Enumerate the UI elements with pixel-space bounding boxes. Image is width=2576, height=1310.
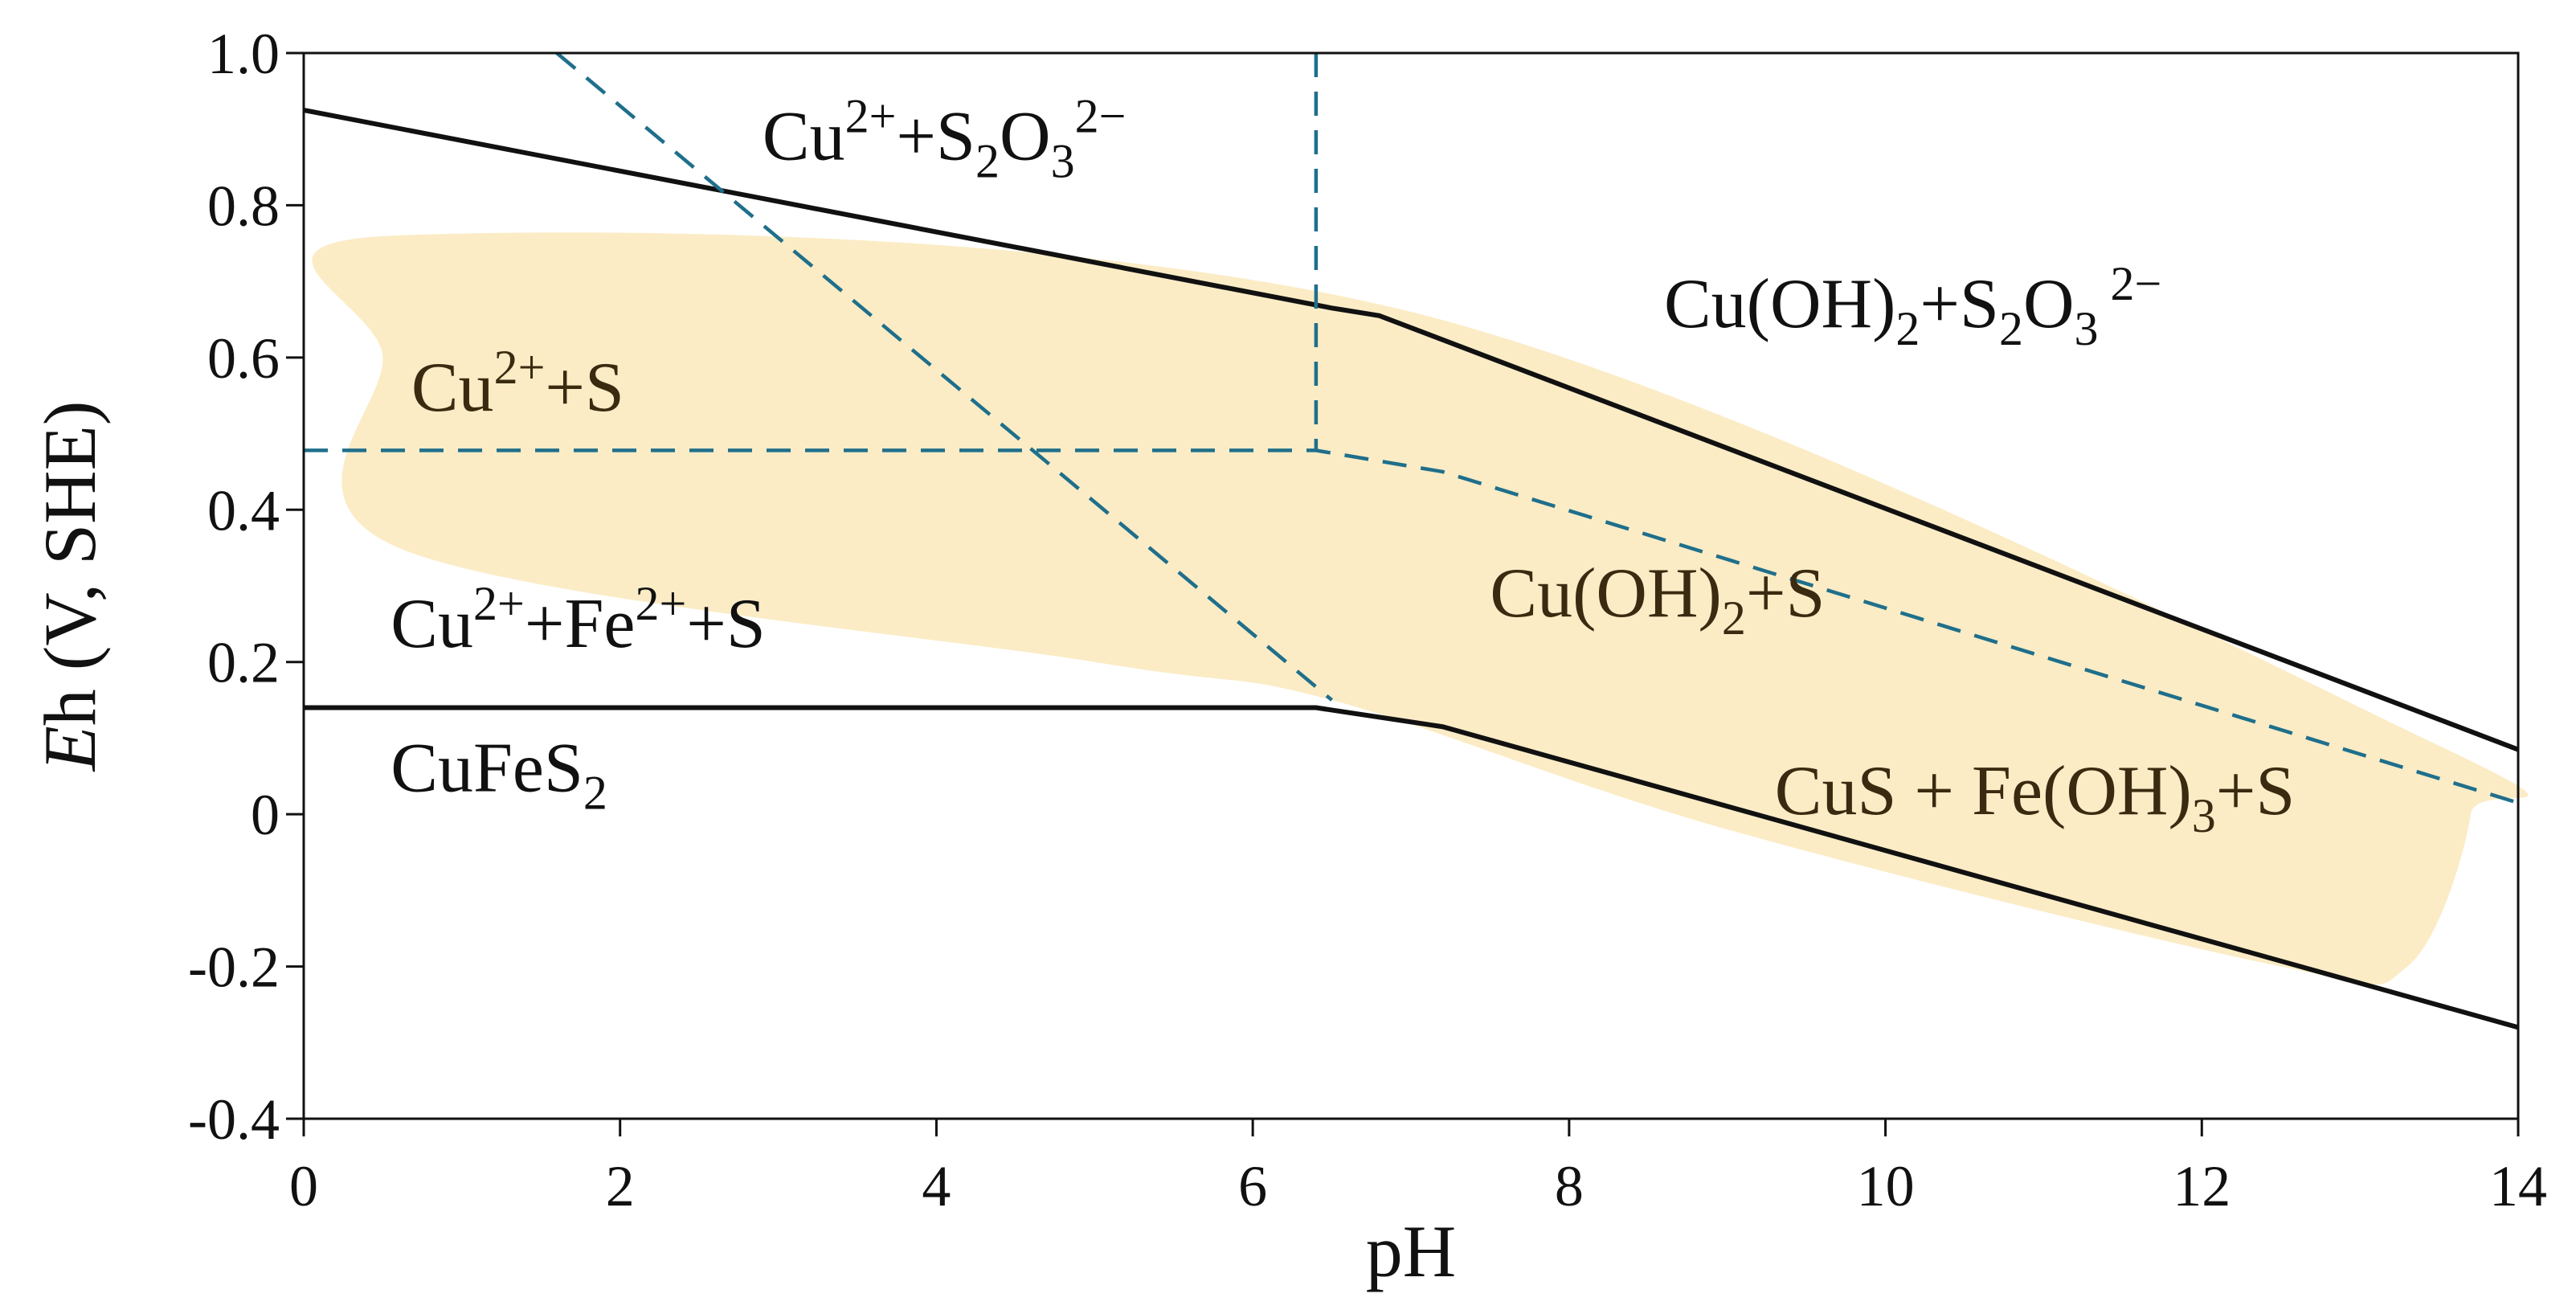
region-label-part: CuS + Fe(OH) bbox=[1775, 752, 2192, 830]
region-label-cuoh2-s2o3: Cu(OH)2+S2O3 2− bbox=[1664, 257, 2161, 355]
region-label-cuoh2-s: Cu(OH)2+S bbox=[1490, 555, 1825, 645]
region-label-part: +S bbox=[686, 585, 766, 663]
y-axis-title: Eh (V, SHE) bbox=[29, 401, 111, 773]
region-label-part: +Fe bbox=[525, 585, 636, 663]
x-axis-title: pH bbox=[1366, 1210, 1456, 1292]
region-label-part: +S bbox=[1920, 265, 1999, 343]
solid-boundary-line-0 bbox=[303, 108, 2520, 752]
dashed-boundary-line-3 bbox=[304, 448, 2519, 805]
region-label-part: 3 bbox=[2075, 302, 2099, 355]
region-label-part: 2 bbox=[1895, 302, 1920, 355]
region-label-cus-feoh3-s: CuS + Fe(OH)3+S bbox=[1775, 752, 2296, 842]
shaded-region-layer bbox=[312, 232, 2529, 985]
x-tick-label: 6 bbox=[1238, 1154, 1267, 1218]
region-label-part: 2 bbox=[1722, 592, 1746, 645]
region-label-part: 2+ bbox=[635, 577, 686, 630]
x-tick-label: 8 bbox=[1555, 1154, 1584, 1218]
plot-frame bbox=[302, 51, 2520, 1120]
x-tick-label: 12 bbox=[2173, 1154, 2230, 1218]
y-tick-label: 0.2 bbox=[207, 631, 280, 695]
region-label-part: 2 bbox=[1999, 302, 2023, 355]
y-tick-label: -0.4 bbox=[188, 1087, 280, 1152]
dashed-boundary-line-2 bbox=[555, 51, 1334, 702]
region-label-part: Cu(OH) bbox=[1490, 555, 1721, 632]
y-tick-label: 0 bbox=[251, 783, 280, 847]
region-label-cu-fe-s: Cu2++Fe2++S bbox=[390, 577, 766, 663]
x-tick-label: 14 bbox=[2489, 1154, 2547, 1218]
region-label-cu-s: Cu2++S bbox=[411, 341, 624, 427]
solid-boundary-line-1 bbox=[304, 705, 2519, 1030]
region-label-part: CuFeS bbox=[390, 730, 583, 808]
region-label-part: 2− bbox=[2099, 257, 2162, 310]
region-label-part: Cu bbox=[390, 585, 473, 663]
region-label-part: O bbox=[2023, 265, 2075, 343]
region-label-part: 2− bbox=[1075, 90, 1126, 143]
region-label-part: +S bbox=[2216, 752, 2296, 830]
region-labels-layer: Cu2++S2O32−Cu(OH)2+S2O3 2−Cu2++SCu2++Fe2… bbox=[390, 90, 2295, 843]
y-axis-title-italic: E bbox=[29, 726, 111, 772]
region-label-part: +S bbox=[545, 349, 624, 427]
stability-zone-shade bbox=[312, 232, 2529, 985]
region-label-part: 2 bbox=[975, 135, 1000, 188]
region-label-part: Cu bbox=[763, 98, 845, 176]
y-axis-title-rest: h (V, SHE) bbox=[29, 401, 111, 727]
region-label-cu-s2o3: Cu2++S2O32− bbox=[763, 90, 1126, 188]
region-label-part: 3 bbox=[1051, 135, 1075, 188]
x-tick-label: 4 bbox=[922, 1154, 951, 1218]
region-label-part: 2+ bbox=[845, 90, 897, 143]
y-tick-label: 1.0 bbox=[207, 22, 280, 86]
x-tick-label: 10 bbox=[1857, 1154, 1915, 1218]
region-label-part: 2 bbox=[583, 767, 607, 820]
x-tick-label: 2 bbox=[606, 1154, 635, 1218]
boundary-lines-layer bbox=[303, 51, 2520, 1030]
axis-ticks-layer: 0 2 4 6 8 10 12 14 1.0 0.8 0.6 0.4 0.2 0 -0.2 -0.4 bbox=[188, 22, 2547, 1218]
region-label-cufes2: CuFeS2 bbox=[390, 730, 607, 820]
region-label-part: Cu(OH) bbox=[1664, 265, 1895, 343]
region-label-part: 2+ bbox=[473, 577, 525, 630]
y-tick-label: 0.6 bbox=[207, 326, 280, 391]
region-label-part: 2+ bbox=[494, 341, 546, 394]
y-tick-label: -0.2 bbox=[188, 935, 280, 1000]
region-label-part: +S bbox=[1746, 555, 1826, 632]
region-label-part: O bbox=[1000, 98, 1051, 176]
region-label-part: Cu bbox=[411, 349, 494, 427]
x-tick-label: 0 bbox=[289, 1154, 318, 1218]
y-tick-label: 0.4 bbox=[207, 478, 280, 542]
region-label-part: +S bbox=[896, 98, 975, 176]
y-tick-label: 0.8 bbox=[207, 174, 280, 238]
region-label-part: 3 bbox=[2192, 789, 2216, 842]
